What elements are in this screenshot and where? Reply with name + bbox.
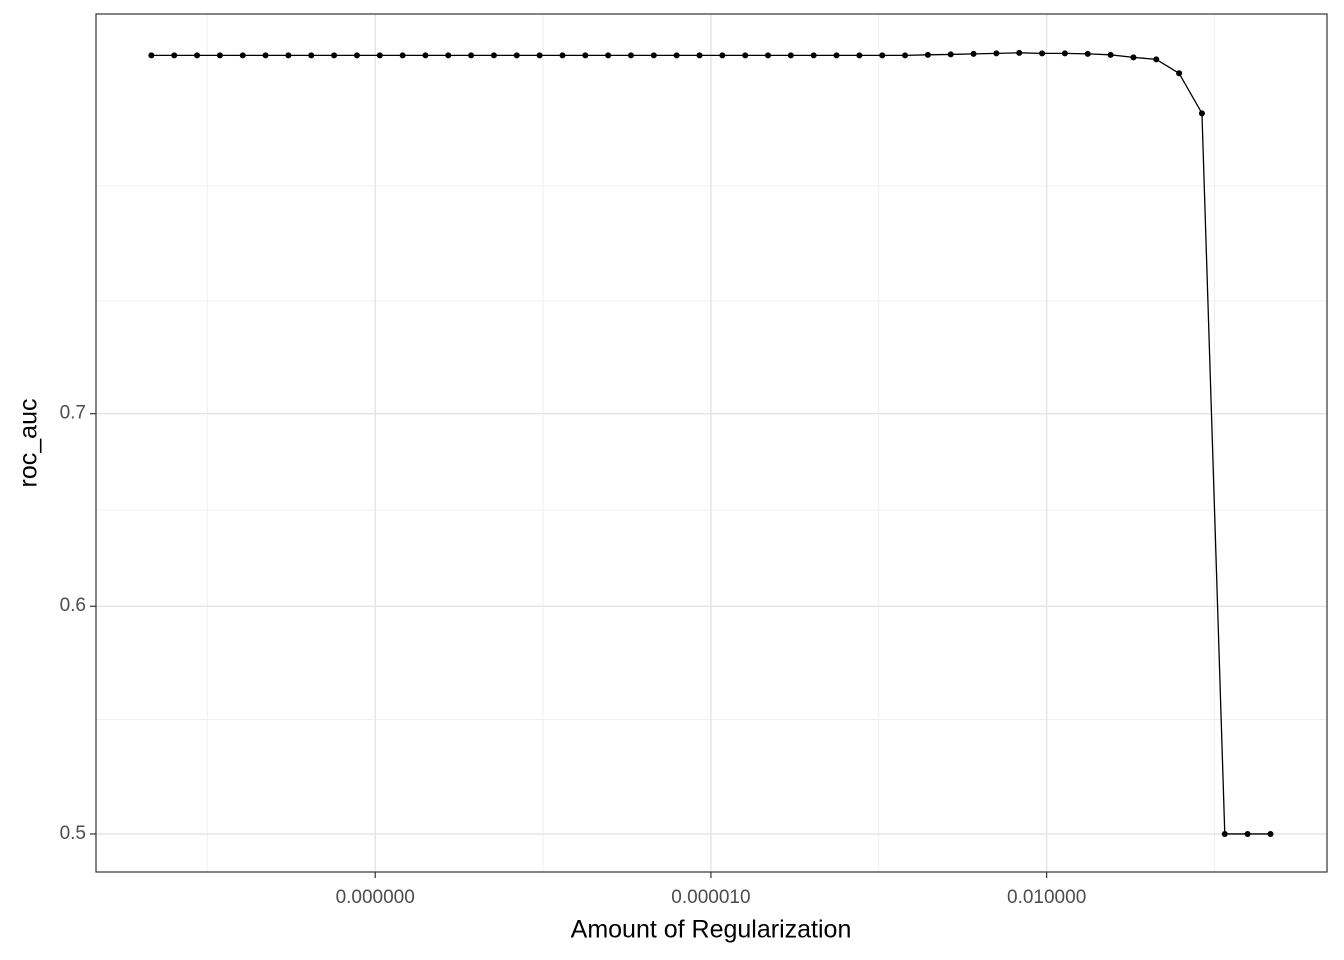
point [765,52,772,59]
point [1061,50,1068,57]
y-tick-label: 0.7 [60,403,86,424]
point [1176,70,1183,77]
point [376,52,383,59]
point [422,52,429,59]
point [1130,54,1137,61]
point [627,52,634,59]
point [1267,830,1274,837]
point [445,52,452,59]
line [151,52,1271,835]
point [856,52,863,59]
point [262,52,269,59]
y-tick-label: 0.5 [60,823,86,844]
point [353,52,360,59]
x-axis-title: Amount of Regularization [571,916,852,944]
point [468,52,475,59]
point [171,52,178,59]
point [833,52,840,59]
point [879,52,886,59]
point [582,52,589,59]
point [1244,830,1251,837]
point [1107,51,1114,58]
point [308,52,315,59]
point [1084,50,1091,57]
x-tick-label: 0.000000 [336,887,415,908]
point [993,50,1000,57]
point [148,52,155,59]
point [810,52,817,59]
point [1016,49,1023,56]
point [536,52,543,59]
point [239,52,246,59]
point [970,50,977,57]
point [902,52,909,59]
point [787,52,794,59]
point [924,51,931,58]
point [605,52,612,59]
point [947,51,954,58]
point [696,52,703,59]
x-tick-label: 0.010000 [1007,887,1086,908]
point [650,52,657,59]
point [1153,56,1160,63]
point [399,52,406,59]
point [673,52,680,59]
point [1221,830,1228,837]
point [1198,110,1205,117]
x-tick-label: 0.000010 [671,887,750,908]
point [285,52,292,59]
point [559,52,566,59]
point [194,52,201,59]
point [216,52,223,59]
y-tick-label: 0.6 [60,595,86,616]
point [331,52,338,59]
point [1039,50,1046,57]
point [513,52,520,59]
y-axis-title: roc_auc [15,399,43,488]
point [742,52,749,59]
point [490,52,497,59]
point [719,52,726,59]
